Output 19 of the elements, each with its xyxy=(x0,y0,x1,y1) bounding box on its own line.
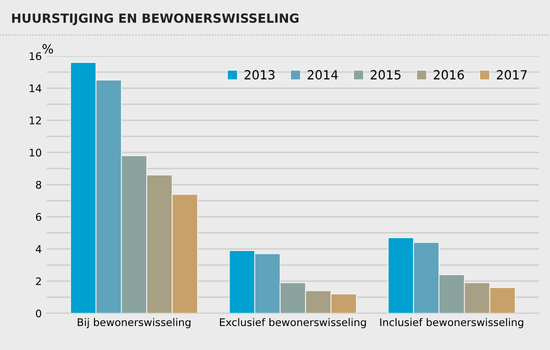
x-tick-label: Bij bewonerswisseling xyxy=(78,318,190,328)
y-tick-label: 2 xyxy=(36,277,41,286)
chart-title: HUURSTIJGING EN BEWONERSWISSELING xyxy=(12,13,298,26)
legend-label: 2015 xyxy=(370,70,401,80)
y-tick-label: 14 xyxy=(30,84,42,92)
y-tick-label: 6 xyxy=(36,213,42,221)
x-tick-label: Inclusief bewonerswisseling xyxy=(380,318,524,328)
x-tick-label: Exclusief bewonerswisseling xyxy=(220,318,366,328)
y-tick-label: 0 xyxy=(36,309,42,318)
y-axis-title: % xyxy=(42,44,54,54)
y-tick-label: 12 xyxy=(30,116,41,124)
y-tick-label: 10 xyxy=(30,148,42,157)
y-tick-label: 8 xyxy=(36,180,42,189)
legend-label: 2017 xyxy=(496,70,527,80)
y-tick-label: 4 xyxy=(36,245,42,253)
y-tick-label: 16 xyxy=(30,52,42,60)
legend-label: 2014 xyxy=(308,70,338,80)
legend-label: 2013 xyxy=(244,70,274,80)
legend-label: 2016 xyxy=(434,70,464,80)
